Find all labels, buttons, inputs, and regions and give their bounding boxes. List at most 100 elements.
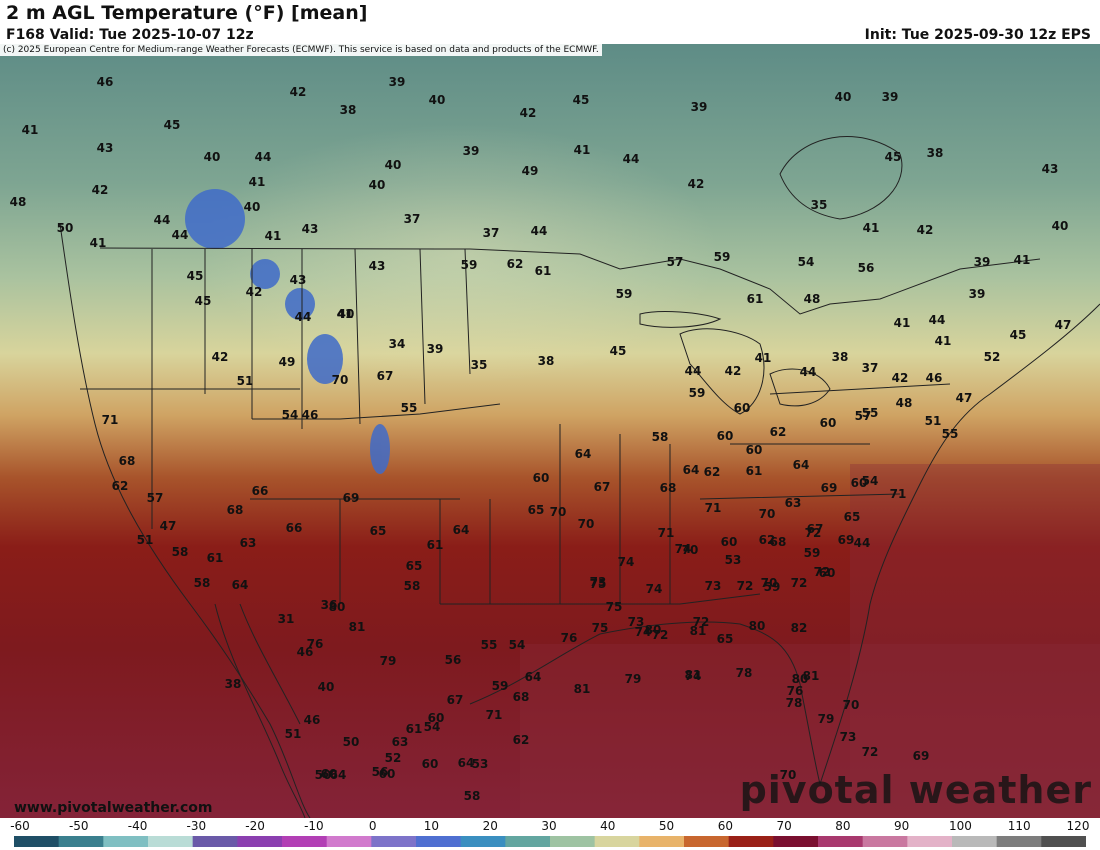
temperature-label: 42	[91, 183, 109, 197]
legend-tick-row: -60 -50 -40 -30 -20 -10 0 10 20 30 40 50 60 70 80 90 100…	[0, 818, 1100, 834]
temperature-label: 59	[491, 679, 509, 693]
colorbar-segment	[1041, 836, 1086, 847]
site-url: www.pivotalweather.com	[14, 800, 213, 816]
temperature-label: 71	[657, 526, 675, 540]
temperature-label: 71	[101, 413, 119, 427]
temperature-label: 60	[850, 476, 868, 490]
temperature-label: 64	[574, 447, 592, 461]
temperature-label: 70	[760, 576, 778, 590]
temperature-label: 74	[634, 625, 652, 639]
temperature-label: 43	[96, 141, 114, 155]
temperature-label: 47	[1054, 318, 1072, 332]
temperature-label: 54	[797, 255, 815, 269]
temperature-label: 65	[369, 524, 387, 538]
temperature-label: 55	[400, 401, 418, 415]
temperature-label: 57	[854, 409, 872, 423]
legend-tick-label: 10	[423, 819, 440, 833]
temperature-label: 54	[281, 408, 299, 422]
temperature-label: 46	[96, 75, 114, 89]
colorbar-segment	[907, 836, 953, 847]
copyright-notice: (c) 2025 European Centre for Medium-rang…	[0, 44, 602, 56]
temperature-label: 72	[813, 565, 831, 579]
temperature-label: 34	[388, 337, 406, 351]
temperature-label: 71	[704, 501, 722, 515]
temperature-label: 58	[463, 789, 481, 803]
colorbar-segment	[416, 836, 462, 847]
colorbar-segment	[818, 836, 864, 847]
temperature-label: 59	[713, 250, 731, 264]
colorbar-segment	[862, 836, 908, 847]
temperature-label: 68	[512, 690, 530, 704]
temperature-label: 45	[1009, 328, 1027, 342]
temperature-label: 49	[278, 355, 296, 369]
temperature-label: 59	[688, 386, 706, 400]
temperature-label: 75	[605, 600, 623, 614]
temperature-label: 50	[314, 768, 332, 782]
temperature-label: 39	[388, 75, 406, 89]
temperature-label: 41	[754, 351, 772, 365]
temperature-label: 40	[834, 90, 852, 104]
temperature-label: 70	[577, 517, 595, 531]
temperature-label: 52	[983, 350, 1001, 364]
legend-tick-label: -40	[127, 819, 148, 833]
temperature-label: 63	[239, 536, 257, 550]
temperature-label: 48	[9, 195, 27, 209]
legend-tick-label: -50	[68, 819, 89, 833]
legend-tick-label: 100	[948, 819, 972, 833]
temperature-label: 60	[378, 767, 396, 781]
temperature-label: 81	[802, 669, 820, 683]
temperature-label: 80	[328, 600, 346, 614]
temperature-label: 39	[690, 100, 708, 114]
temperature-label: 51	[236, 374, 254, 388]
temperature-label: 59	[763, 580, 781, 594]
temperature-label: 41	[573, 143, 591, 157]
colorbar-segment	[952, 836, 998, 847]
temperature-label: 59	[460, 258, 478, 272]
temperature-label: 60	[320, 767, 338, 781]
temperature-label: 45	[194, 294, 212, 308]
legend-tick-label: 0	[368, 819, 377, 833]
temperature-label: 39	[973, 255, 991, 269]
legend-colorbar	[14, 836, 1086, 847]
temperature-label: 36	[320, 598, 338, 612]
temperature-label: 54	[508, 638, 526, 652]
temperature-label: 42	[211, 350, 229, 364]
temperature-label: 41	[21, 123, 39, 137]
temperature-label: 81	[348, 620, 366, 634]
temperature-label: 64	[452, 523, 470, 537]
temperature-label: 43	[368, 259, 386, 273]
temperature-label: 62	[512, 733, 530, 747]
temperature-label: 60	[421, 757, 439, 771]
colorbar-segment	[550, 836, 596, 847]
legend-tick-label: -10	[304, 819, 324, 833]
temperature-label: 71	[485, 708, 503, 722]
temperature-label: 74	[645, 582, 663, 596]
legend-tick-label: 60	[717, 819, 733, 833]
temperature-label: 50	[342, 735, 360, 749]
colorbar-segment	[460, 836, 506, 847]
temperature-label: 46	[296, 645, 314, 659]
colorbar-segment	[996, 836, 1042, 847]
temperature-label: 42	[289, 85, 307, 99]
temperature-label: 76	[560, 631, 578, 645]
temperature-label: 55	[861, 406, 879, 420]
colorbar-segment	[148, 836, 194, 847]
geography-outlines	[59, 136, 1100, 818]
temperature-label: 51	[284, 727, 302, 741]
temperature-label: 70	[842, 698, 860, 712]
temperature-label: 39	[426, 342, 444, 356]
temperature-label: 43	[301, 222, 319, 236]
brand-watermark: pivotal weather	[739, 768, 1092, 812]
colorbar-segment	[103, 836, 149, 847]
temperature-label: 78	[785, 696, 803, 710]
temperature-label: 76	[786, 684, 804, 698]
temperature-label: 41	[264, 229, 282, 243]
temperature-label: 80	[748, 619, 766, 633]
temperature-label: 67	[806, 522, 824, 536]
legend-tick-label: -60	[10, 819, 30, 833]
colorbar-segment	[237, 836, 283, 847]
temperature-label: 79	[624, 672, 642, 686]
temperature-label: 44	[153, 213, 171, 227]
legend-tick-label: -30	[186, 819, 207, 833]
temperature-label: 62	[758, 533, 776, 547]
